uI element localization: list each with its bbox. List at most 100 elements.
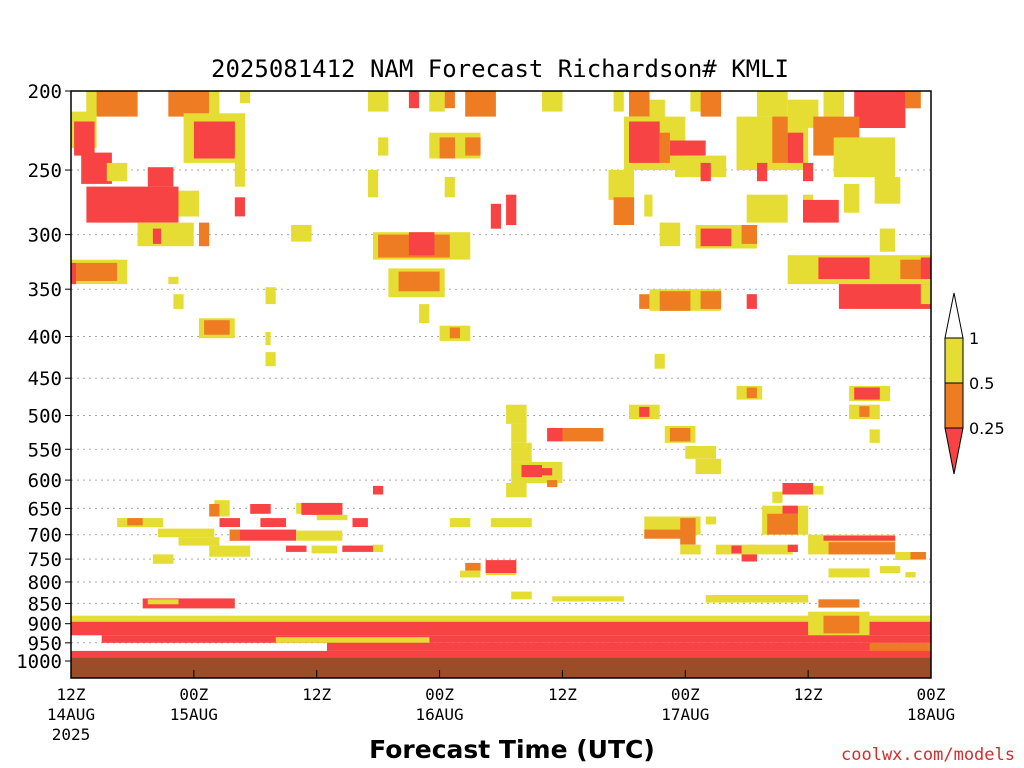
legend-bottom-arrow: [944, 427, 964, 475]
ri-cell-region-82: [874, 177, 901, 204]
y-tick-label-200: 200: [28, 81, 62, 103]
ri-cell-region-150: [465, 562, 481, 571]
x-tick-label-mid-5: 17AUG: [661, 705, 709, 724]
y-tick-label-800: 800: [28, 572, 62, 594]
ri-cell-region-34: [465, 91, 496, 117]
ri-cell-region-146: [449, 518, 471, 527]
ri-cell-region-40: [444, 177, 455, 198]
ri-cell-region-78: [746, 194, 788, 223]
ri-cell-region-42: [490, 203, 501, 229]
ri-cell-region-115: [685, 446, 716, 459]
x-axis-label: Forecast Time (UTC): [369, 735, 655, 764]
below-ground-area: [71, 657, 931, 678]
ri-cell-region-91: [920, 257, 931, 279]
ri-cell-region-53: [690, 91, 701, 112]
ri-cell-region-125: [209, 504, 220, 517]
legend-swatch-yellow: [944, 337, 964, 384]
ri-cell-region-16: [137, 222, 194, 247]
ri-cell-region-54: [700, 91, 722, 117]
ri-cell-region-138: [296, 530, 343, 541]
y-tick-label-750: 750: [28, 549, 62, 571]
ri-cell-region-18: [199, 222, 210, 247]
x-tick-label-top-3: 00Z: [425, 685, 454, 704]
ri-cell-region-58: [854, 91, 906, 128]
ri-cell-region-189: [869, 642, 931, 651]
ri-cell-region-2: [168, 91, 210, 117]
x-tick-label-mid-0: 14AUG: [47, 705, 95, 724]
y-tick-label-850: 850: [28, 593, 62, 615]
ri-cell-region-151: [460, 570, 481, 578]
ri-cell-region-137: [229, 529, 240, 541]
ri-cell-region-136: [229, 529, 297, 541]
ri-cell-region-68: [787, 132, 804, 163]
ri-cell-region-166: [813, 485, 824, 495]
ri-cell-region-141: [286, 545, 307, 552]
ri-cell-region-9: [81, 152, 112, 184]
ri-cell-region-106: [869, 429, 880, 443]
ri-cell-region-36: [378, 137, 389, 156]
ri-cell-region-75: [613, 197, 635, 225]
ri-cell-region-60: [613, 91, 624, 112]
ri-cell-region-185: [823, 615, 860, 634]
ri-cell-region-173: [828, 568, 870, 578]
ri-cell-region-63: [669, 140, 706, 156]
ri-cell-region-158: [731, 545, 742, 554]
ri-cell-region-70: [833, 137, 896, 177]
ri-cell-region-10: [106, 162, 128, 182]
ri-cell-region-38: [439, 137, 455, 159]
ri-cell-region-134: [219, 518, 240, 527]
ri-cell-region-1: [86, 91, 97, 117]
ri-cell-region-114: [669, 428, 691, 442]
ri-cell-region-47: [398, 271, 440, 292]
ri-cell-region-23: [168, 276, 179, 285]
ri-cell-region-108: [639, 406, 650, 417]
pressure-axis: 200 250 300 350 400 450 500 550 600 650 7007508008…: [16, 81, 71, 673]
ri-cell-region-186: [101, 635, 931, 643]
x-tick-label-mid-1: 15AUG: [170, 705, 218, 724]
ri-cell-region-143: [342, 545, 373, 552]
ri-cell-region-121: [547, 480, 558, 488]
ri-cell-region-169: [828, 542, 896, 555]
x-tick-label-top-7: 00Z: [917, 685, 946, 704]
ri-cell-region-97: [700, 291, 722, 309]
y-tick-label-250: 250: [28, 160, 62, 182]
ri-cell-region-101: [746, 387, 757, 399]
ri-cell-region-177: [147, 599, 179, 605]
ri-cell-region-175: [905, 572, 916, 578]
ri-cell-region-142: [311, 545, 338, 554]
ri-cell-region-149: [485, 560, 517, 573]
ri-cell-region-131: [127, 518, 143, 526]
ri-cell-region-4: [239, 91, 251, 104]
y-tick-label-350: 350: [28, 279, 62, 301]
ri-cell-region-133: [178, 537, 220, 546]
legend-label-1: 0.5: [969, 374, 994, 393]
color-legend: 1 0.5 0.25: [944, 292, 1005, 475]
ri-cell-region-27: [204, 320, 230, 335]
ri-cell-region-12: [234, 155, 245, 187]
ri-cell-region-73: [803, 162, 814, 182]
ri-cell-region-159: [741, 554, 757, 562]
y-tick-label-500: 500: [28, 406, 62, 428]
ri-cell-region-28: [265, 332, 271, 346]
ri-cell-region-99: [654, 353, 665, 369]
ri-cell-region-111: [547, 428, 563, 442]
legend-label-2: 0.25: [969, 419, 1005, 438]
ri-cell-region-85: [700, 228, 732, 247]
ri-cell-region-50: [449, 327, 460, 339]
ri-cell-region-41: [367, 170, 379, 198]
ri-cell-region-57: [823, 91, 844, 117]
ri-cell-region-98: [746, 294, 757, 309]
ri-cell-region-187: [275, 637, 430, 643]
ri-cell-region-8: [193, 121, 235, 159]
ri-cell-region-30: [367, 91, 389, 112]
ri-cell-region-17: [152, 228, 162, 244]
ri-cell-region-127: [296, 502, 307, 514]
ri-cell-region-145: [352, 518, 368, 527]
ri-cell-region-67: [772, 116, 788, 163]
x-tick-label-mid-3: 16AUG: [415, 705, 463, 724]
ri-cell-region-94: [639, 294, 650, 309]
richardson-number-cells: [71, 91, 931, 658]
ri-cell-region-112: [562, 428, 604, 442]
ri-cell-region-96: [659, 291, 691, 311]
